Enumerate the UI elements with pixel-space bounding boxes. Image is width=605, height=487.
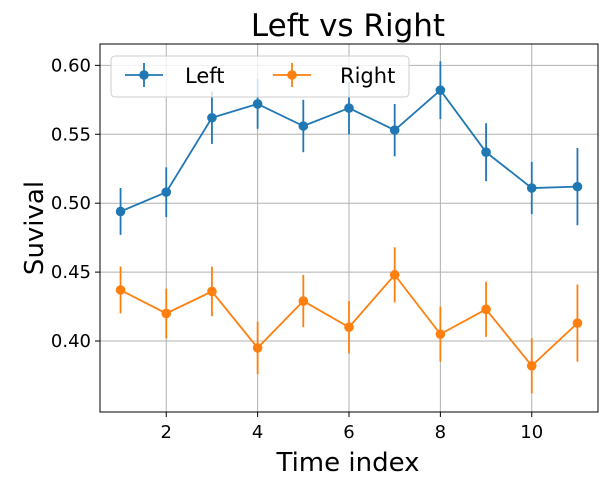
data-point-left — [252, 99, 263, 109]
y-tick-label: 0.45 — [51, 262, 91, 283]
data-point-right — [435, 329, 446, 339]
legend-item-left: Left — [125, 63, 225, 88]
y-axis: 0.40 0.45 0.50 0.55 0.60 — [51, 55, 100, 352]
data-point-left — [572, 181, 583, 192]
y-tick-label: 0.50 — [51, 193, 91, 214]
chart-title: Left vs Right — [251, 8, 445, 44]
data-point-right — [252, 343, 263, 353]
data-point-right — [572, 318, 583, 328]
series-right — [115, 247, 583, 394]
y-axis-label: Suvival — [20, 181, 50, 275]
data-point-left — [435, 85, 446, 95]
legend-label-left: Left — [185, 64, 225, 88]
data-point-left — [526, 183, 537, 193]
data-point-left — [207, 112, 217, 123]
y-tick-label: 0.40 — [51, 331, 91, 352]
x-tick-label: 4 — [252, 422, 263, 443]
data-point-right — [526, 361, 537, 371]
x-axis: 2 4 6 8 10 — [161, 412, 543, 443]
x-tick-label: 6 — [343, 422, 354, 443]
data-point-left — [481, 147, 491, 157]
x-tick-label: 8 — [435, 422, 446, 443]
series-left — [115, 61, 583, 235]
data-point-right — [389, 270, 400, 280]
x-axis-label: Time index — [275, 448, 419, 478]
legend: Left Right — [110, 55, 410, 98]
legend-swatch-marker — [139, 70, 149, 80]
data-point-left — [161, 187, 172, 197]
data-point-right — [298, 296, 309, 306]
y-tick-label: 0.55 — [51, 124, 91, 145]
data-point-left — [389, 125, 400, 135]
x-tick-label: 10 — [520, 422, 543, 443]
data-point-left — [298, 121, 309, 131]
y-tick-label: 0.60 — [51, 55, 91, 76]
data-point-left — [115, 206, 126, 217]
data-point-right — [481, 304, 491, 315]
data-point-right — [115, 285, 126, 295]
data-point-left — [344, 103, 354, 113]
legend-swatch-marker — [287, 70, 297, 80]
data-point-right — [161, 308, 172, 319]
series-layer — [115, 61, 583, 394]
data-point-right — [207, 286, 217, 297]
legend-item-right: Right — [273, 63, 395, 88]
x-tick-label: 2 — [161, 422, 172, 443]
data-point-right — [344, 322, 354, 333]
legend-label-right: Right — [340, 64, 395, 88]
legend-box — [110, 55, 410, 98]
